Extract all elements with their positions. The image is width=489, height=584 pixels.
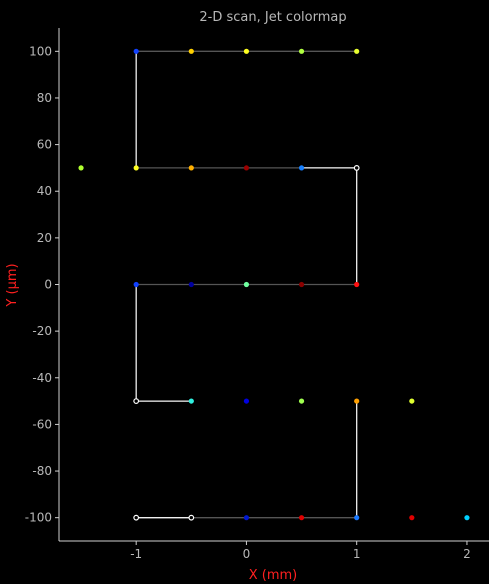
data-point <box>133 398 140 404</box>
x-tick-label: -1 <box>130 547 142 561</box>
data-point <box>78 165 84 171</box>
y-axis-label: Y (µm) <box>5 263 20 307</box>
chart-title: 2-D scan, Jet colormap <box>199 10 346 25</box>
y-tick-label: 60 <box>37 138 52 152</box>
data-point <box>243 48 250 54</box>
x-tick-label: 0 <box>243 547 251 561</box>
y-tick-label: -80 <box>32 464 52 478</box>
x-axis-label: X (mm) <box>249 568 298 583</box>
data-point <box>243 515 250 521</box>
data-point <box>133 48 139 54</box>
axes: -100 -80 -60 -40 -20 0 20 40 60 80 100 -1 0 1 2 <box>25 28 489 561</box>
data-point <box>243 165 250 171</box>
y-tick-label: 20 <box>37 231 52 245</box>
y-tick-label: 80 <box>37 91 52 105</box>
data-point <box>133 281 139 288</box>
data-point <box>188 48 194 54</box>
data-point <box>409 398 415 404</box>
data-point <box>133 514 140 521</box>
data-point <box>409 515 415 521</box>
data-points <box>78 48 470 521</box>
data-point <box>188 165 194 171</box>
data-point <box>243 398 250 404</box>
data-point <box>188 281 194 288</box>
data-point <box>298 281 305 288</box>
data-point <box>188 514 195 521</box>
data-point <box>298 398 305 404</box>
y-tick-label: 100 <box>29 44 52 58</box>
data-point <box>298 165 305 171</box>
data-point <box>133 165 139 171</box>
data-point <box>353 165 360 171</box>
y-tick-label: -60 <box>32 417 52 431</box>
data-point <box>298 48 305 54</box>
data-point <box>354 398 360 404</box>
y-tick-label: 40 <box>37 184 52 198</box>
y-tick-label: -40 <box>32 371 52 385</box>
data-point <box>354 281 360 288</box>
y-tick-label: -100 <box>25 511 52 525</box>
data-point <box>243 281 250 288</box>
y-tick-label: -20 <box>32 324 52 338</box>
data-point <box>188 398 194 404</box>
data-point <box>354 48 360 54</box>
data-point <box>464 515 470 521</box>
data-point <box>298 515 305 521</box>
x-tick-label: 1 <box>353 547 361 561</box>
data-point <box>354 515 360 521</box>
x-tick-label: 2 <box>463 547 471 561</box>
y-tick-label: 0 <box>44 278 52 292</box>
